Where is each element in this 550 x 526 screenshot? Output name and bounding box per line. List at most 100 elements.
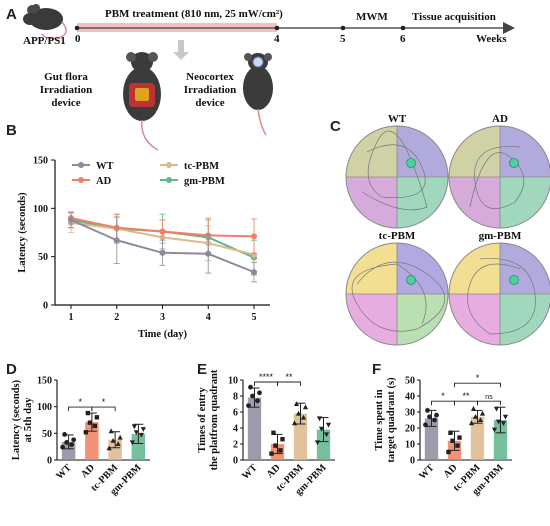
y-tick-label: 20 bbox=[405, 424, 415, 435]
y-tick-label: 0 bbox=[43, 301, 48, 312]
gut-irradiation-mouse-icon bbox=[123, 52, 161, 151]
data-dot bbox=[468, 420, 475, 426]
panel-label-e: E bbox=[197, 361, 207, 378]
significance-bracket bbox=[454, 382, 501, 388]
y-tick-label: 10 bbox=[405, 440, 415, 451]
data-dot bbox=[250, 393, 255, 399]
data-dot bbox=[491, 427, 498, 433]
data-dot bbox=[477, 417, 484, 422]
maze-quadrant bbox=[449, 126, 500, 177]
data-dot bbox=[257, 390, 262, 396]
data-dot bbox=[502, 414, 509, 420]
y-tick-label: 50 bbox=[405, 376, 415, 387]
swim-trajectory bbox=[467, 258, 536, 335]
data-dot bbox=[87, 420, 93, 425]
y-tick-label: 0 bbox=[233, 456, 238, 467]
weeks-label: Weeks bbox=[476, 33, 507, 45]
device2-line1: Neocortex bbox=[186, 71, 234, 83]
data-dot bbox=[434, 412, 439, 418]
data-point bbox=[159, 249, 166, 256]
data-dot bbox=[457, 435, 462, 440]
significance-bracket bbox=[454, 400, 478, 406]
data-dot bbox=[83, 430, 89, 435]
legend-label: WT bbox=[96, 161, 114, 172]
data-dot bbox=[115, 441, 121, 446]
tick-0: 0 bbox=[75, 33, 81, 45]
latency-line-chart: 0 50 100 150 1 2 3 4 5 Time (day) Latency (seconds… bbox=[17, 156, 270, 340]
data-dot bbox=[248, 384, 253, 390]
data-dot bbox=[446, 449, 451, 455]
bar-gm-pbm bbox=[493, 420, 508, 460]
y-tick-label: 100 bbox=[37, 402, 52, 413]
data-dot bbox=[495, 419, 502, 425]
data-dot bbox=[293, 401, 300, 406]
x-tick-label: 4 bbox=[206, 312, 211, 323]
data-dot bbox=[295, 410, 302, 416]
y-tick-label: 30 bbox=[405, 408, 415, 419]
significance-label: ** bbox=[462, 391, 470, 401]
bar-tc-pbm bbox=[293, 413, 308, 460]
legend-marker bbox=[78, 177, 84, 183]
y-axis-label-line1: Latency (seconds) bbox=[11, 379, 22, 460]
significance-bracket bbox=[477, 400, 501, 406]
device1-line3: device bbox=[51, 97, 80, 109]
water-maze-trajectories: WT AD tc-PBM gm-PBM bbox=[345, 113, 550, 346]
data-point bbox=[113, 237, 120, 244]
maze-quadrant bbox=[397, 126, 448, 177]
device1-line1: Gut flora bbox=[44, 71, 88, 83]
legend-label: gm-PBM bbox=[184, 176, 225, 187]
data-point bbox=[205, 250, 212, 257]
y-tick-label: 4 bbox=[233, 424, 238, 435]
platform-marker bbox=[406, 158, 416, 168]
data-point bbox=[159, 228, 166, 235]
maze-quadrant bbox=[397, 177, 448, 228]
y-tick-label: 10 bbox=[228, 376, 238, 387]
legend-marker bbox=[166, 162, 172, 168]
data-dot bbox=[316, 416, 323, 422]
y-tick-label: 2 bbox=[233, 440, 238, 451]
legend-label: AD bbox=[96, 176, 112, 187]
data-dot bbox=[106, 445, 112, 451]
bar-wt bbox=[424, 418, 439, 460]
y-axis-label: Latency (seconds) bbox=[17, 192, 28, 273]
data-dot bbox=[432, 417, 437, 423]
device2-line2: Irradiation bbox=[184, 84, 237, 96]
y-tick-label: 100 bbox=[33, 204, 48, 215]
timeline-dot-4 bbox=[274, 25, 280, 31]
y-tick-label: 6 bbox=[233, 408, 238, 419]
swim-trajectory bbox=[361, 130, 428, 211]
y-tick-label: 50 bbox=[38, 252, 48, 263]
data-dot bbox=[470, 406, 477, 411]
data-dot bbox=[314, 440, 321, 446]
y-axis-label-line2: target quadrant (s) bbox=[386, 377, 397, 463]
maze-quadrant bbox=[500, 243, 550, 294]
data-dot bbox=[455, 443, 460, 448]
data-dot bbox=[117, 434, 123, 440]
swim-trajectory bbox=[351, 261, 445, 332]
timeline-panel: APP/PS1 PBM treatment (810 nm, 25 mW/cm²… bbox=[23, 4, 515, 151]
data-dot bbox=[479, 410, 486, 416]
maze-quadrant bbox=[500, 177, 550, 228]
x-tick-label: WT bbox=[240, 462, 260, 482]
model-label: APP/PS1 bbox=[23, 35, 66, 47]
maze-quadrant bbox=[346, 126, 397, 177]
maze-quadrant bbox=[449, 177, 500, 228]
x-tick-label: AD bbox=[79, 462, 97, 480]
significance-label: ** bbox=[285, 372, 293, 382]
y-tick-label: 40 bbox=[405, 392, 415, 403]
treatment-label: PBM treatment (810 nm, 25 mW/cm²) bbox=[105, 8, 283, 20]
x-tick-label: 3 bbox=[160, 312, 165, 323]
data-dot bbox=[448, 430, 453, 435]
data-dot bbox=[493, 406, 500, 412]
swim-trajectory bbox=[469, 146, 525, 210]
tick-5: 5 bbox=[340, 33, 346, 45]
panel-label-f: F bbox=[372, 361, 381, 378]
significance-label: * bbox=[476, 373, 480, 383]
data-dot bbox=[94, 415, 100, 420]
tick-4: 4 bbox=[274, 33, 280, 45]
x-tick-label: AD bbox=[442, 462, 460, 480]
down-arrow-icon bbox=[173, 40, 189, 60]
maze-quadrant bbox=[346, 177, 397, 228]
